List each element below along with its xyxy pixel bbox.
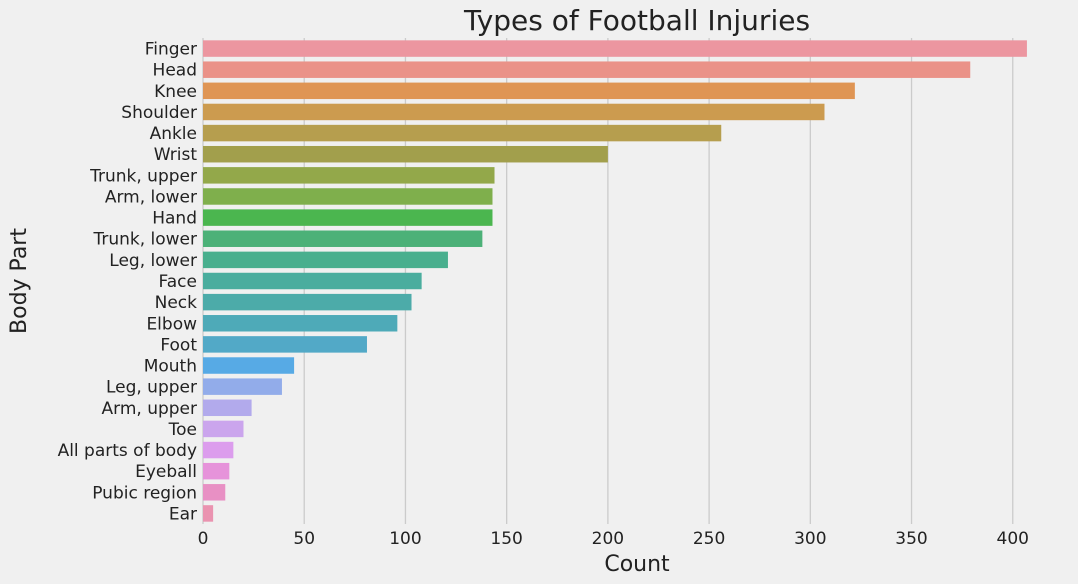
x-tick-label: 250 <box>693 529 725 549</box>
y-tick-label: Head <box>153 61 197 81</box>
chart-title: Types of Football Injuries <box>463 4 810 37</box>
bar <box>203 505 214 522</box>
y-tick-label: Mouth <box>144 357 197 377</box>
y-tick-label: Leg, upper <box>106 378 197 398</box>
bar <box>203 167 495 184</box>
x-tick-label: 200 <box>592 529 624 549</box>
bar <box>203 462 230 480</box>
x-tick-label: 100 <box>389 529 421 549</box>
x-tick-label: 0 <box>198 529 209 549</box>
x-tick-label: 300 <box>794 529 826 549</box>
y-tick-label: Elbow <box>146 314 197 334</box>
y-tick-label: Ear <box>169 504 197 524</box>
bar <box>203 124 722 142</box>
x-tick-label: 350 <box>895 529 927 549</box>
y-tick-label: Wrist <box>154 145 198 165</box>
bar <box>203 230 483 247</box>
x-axis-label: Count <box>604 552 670 577</box>
y-tick-label: Finger <box>145 40 197 60</box>
bar <box>203 293 412 311</box>
x-tick-labels: 0 50 100 150 200 250 300 350 400 <box>198 529 1029 549</box>
bar <box>203 82 855 100</box>
bar <box>203 336 367 353</box>
bar <box>203 188 493 205</box>
bar <box>203 378 282 395</box>
y-tick-label: Hand <box>152 209 197 229</box>
y-tick-label: Face <box>159 272 197 292</box>
y-tick-label: Arm, lower <box>105 187 197 207</box>
bar <box>203 61 971 78</box>
bar <box>203 315 398 332</box>
y-tick-label: Ankle <box>150 124 197 144</box>
x-tick-label: 150 <box>490 529 522 549</box>
y-tick-label: Trunk, lower <box>92 230 197 250</box>
bars <box>203 40 1027 522</box>
y-tick-label: Trunk, upper <box>89 166 197 186</box>
y-tick-label: Shoulder <box>121 103 197 123</box>
bar <box>203 251 448 269</box>
x-tick-label: 400 <box>997 529 1029 549</box>
bar <box>203 272 422 290</box>
bar <box>203 420 244 438</box>
y-tick-label: Eyeball <box>135 462 197 482</box>
y-tick-label: Knee <box>154 82 197 102</box>
bar <box>203 145 608 163</box>
y-tick-label: Foot <box>160 335 197 355</box>
y-axis-label: Body Part <box>7 228 32 334</box>
y-tick-label: All parts of body <box>58 441 197 461</box>
y-tick-label: Arm, upper <box>102 399 198 419</box>
bar <box>203 484 226 501</box>
bar <box>203 40 1027 57</box>
bar <box>203 399 252 417</box>
bar <box>203 103 825 121</box>
y-tick-label: Neck <box>155 293 198 313</box>
y-tick-label: Leg, lower <box>109 251 197 271</box>
bar <box>203 441 234 459</box>
bar <box>203 357 295 374</box>
y-tick-label: Toe <box>168 420 197 440</box>
bar <box>203 209 493 226</box>
x-tick-label: 50 <box>293 529 315 549</box>
y-tick-label: Pubic region <box>92 483 197 503</box>
